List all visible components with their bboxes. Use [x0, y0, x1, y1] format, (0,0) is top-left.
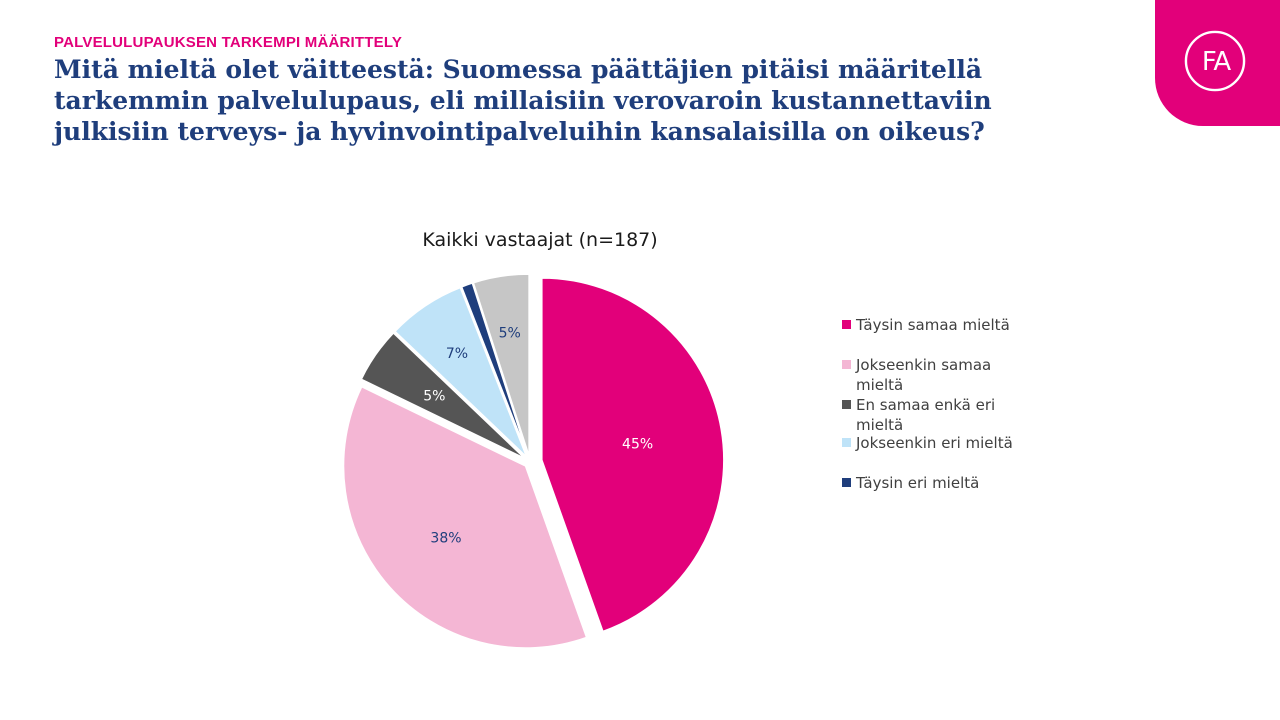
legend-label: Täysin samaa mieltä [856, 316, 1010, 334]
legend-item-taysin-samaa: Täysin samaa mieltä [842, 315, 1032, 335]
pie-slice [472, 273, 530, 457]
legend-swatch [842, 478, 851, 487]
page-title: Mitä mieltä olet väitteestä: Suomessa pä… [54, 55, 992, 146]
logo-text: FA [1201, 47, 1231, 77]
logo-circle-icon [1184, 30, 1246, 92]
section-kicker: PALVELULUPAUKSEN TARKEMPI MÄÄRITTELY [54, 34, 403, 51]
pie-data-label: 7% [446, 346, 468, 362]
legend-swatch [842, 438, 851, 447]
legend-item-jokseenkin-eri: Jokseenkin eri mieltä [842, 433, 1032, 453]
brand-logo-tab: FA [1155, 0, 1280, 126]
pie-data-label: 45% [622, 436, 653, 452]
pie-data-label: 38% [430, 530, 461, 546]
legend-item-taysin-eri: Täysin eri mieltä [842, 473, 1032, 493]
legend-label: En samaa enkä eri mieltä [856, 396, 996, 434]
pie-data-label: 5% [423, 389, 445, 405]
legend-swatch [842, 360, 851, 369]
legend-swatch [842, 400, 851, 409]
chart-title: Kaikki vastaajat (n=187) [422, 229, 658, 251]
pie-slice [342, 385, 588, 649]
pie-slice [360, 331, 526, 460]
pie-slice [393, 286, 528, 458]
legend-label: Jokseenkin samaa mieltä [856, 356, 992, 394]
pie-slice [541, 277, 725, 633]
pie-slice [460, 282, 529, 457]
legend-swatch [842, 320, 851, 329]
legend-item-jokseenkin-samaa: Jokseenkin samaa mieltä [842, 355, 1032, 395]
legend-label: Täysin eri mieltä [856, 474, 980, 492]
legend-item-en-samaa-enka-eri: En samaa enkä eri mieltä [842, 395, 1032, 435]
legend-label: Jokseenkin eri mieltä [856, 434, 1013, 452]
pie-data-label: 5% [499, 326, 521, 342]
